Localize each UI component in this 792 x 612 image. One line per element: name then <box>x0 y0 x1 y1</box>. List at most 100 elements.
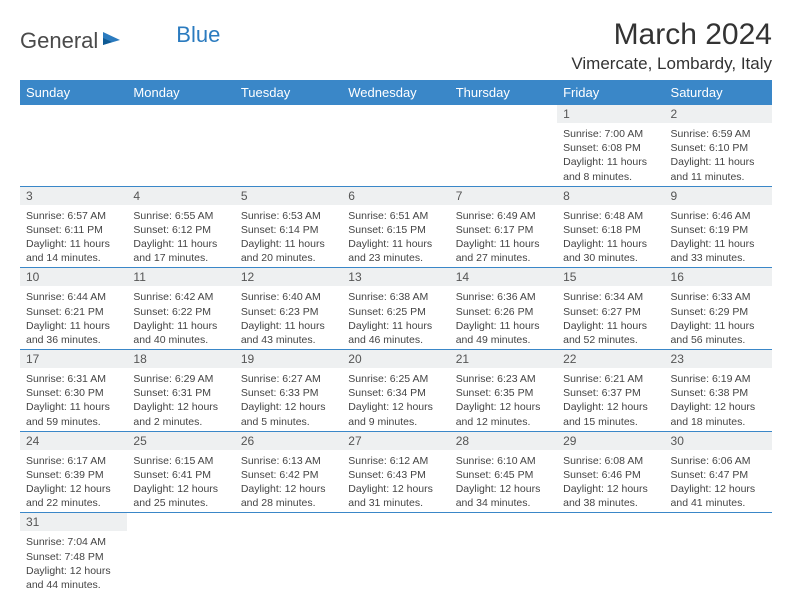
calendar-cell: 4Sunrise: 6:55 AMSunset: 6:12 PMDaylight… <box>127 186 234 268</box>
calendar-cell: 3Sunrise: 6:57 AMSunset: 6:11 PMDaylight… <box>20 186 127 268</box>
day-number: 8 <box>557 187 664 205</box>
day-number: 9 <box>665 187 772 205</box>
day-details: Sunrise: 6:06 AMSunset: 6:47 PMDaylight:… <box>665 450 772 513</box>
calendar-cell: 17Sunrise: 6:31 AMSunset: 6:30 PMDayligh… <box>20 350 127 432</box>
calendar-cell <box>557 513 664 594</box>
calendar-cell <box>665 513 772 594</box>
weekday-header: Wednesday <box>342 80 449 105</box>
calendar-week-row: 10Sunrise: 6:44 AMSunset: 6:21 PMDayligh… <box>20 268 772 350</box>
day-number: 20 <box>342 350 449 368</box>
calendar-cell: 24Sunrise: 6:17 AMSunset: 6:39 PMDayligh… <box>20 431 127 513</box>
day-number: 3 <box>20 187 127 205</box>
day-details: Sunrise: 6:48 AMSunset: 6:18 PMDaylight:… <box>557 205 664 268</box>
calendar-cell: 16Sunrise: 6:33 AMSunset: 6:29 PMDayligh… <box>665 268 772 350</box>
day-details: Sunrise: 6:21 AMSunset: 6:37 PMDaylight:… <box>557 368 664 431</box>
day-number: 6 <box>342 187 449 205</box>
calendar-cell: 6Sunrise: 6:51 AMSunset: 6:15 PMDaylight… <box>342 186 449 268</box>
day-details: Sunrise: 6:08 AMSunset: 6:46 PMDaylight:… <box>557 450 664 513</box>
calendar-cell <box>235 105 342 186</box>
weekday-header: Monday <box>127 80 234 105</box>
day-details: Sunrise: 6:55 AMSunset: 6:12 PMDaylight:… <box>127 205 234 268</box>
logo: General Blue <box>20 28 220 54</box>
weekday-header-row: Sunday Monday Tuesday Wednesday Thursday… <box>20 80 772 105</box>
calendar-cell: 7Sunrise: 6:49 AMSunset: 6:17 PMDaylight… <box>450 186 557 268</box>
calendar-cell: 14Sunrise: 6:36 AMSunset: 6:26 PMDayligh… <box>450 268 557 350</box>
calendar-week-row: 1Sunrise: 7:00 AMSunset: 6:08 PMDaylight… <box>20 105 772 186</box>
calendar-cell: 2Sunrise: 6:59 AMSunset: 6:10 PMDaylight… <box>665 105 772 186</box>
day-details: Sunrise: 6:29 AMSunset: 6:31 PMDaylight:… <box>127 368 234 431</box>
calendar-table: Sunday Monday Tuesday Wednesday Thursday… <box>20 80 772 594</box>
day-number: 28 <box>450 432 557 450</box>
day-number: 29 <box>557 432 664 450</box>
location: Vimercate, Lombardy, Italy <box>571 54 772 74</box>
day-details: Sunrise: 6:27 AMSunset: 6:33 PMDaylight:… <box>235 368 342 431</box>
day-details: Sunrise: 6:33 AMSunset: 6:29 PMDaylight:… <box>665 286 772 349</box>
day-number: 21 <box>450 350 557 368</box>
day-details: Sunrise: 7:00 AMSunset: 6:08 PMDaylight:… <box>557 123 664 186</box>
day-details: Sunrise: 6:10 AMSunset: 6:45 PMDaylight:… <box>450 450 557 513</box>
calendar-cell: 31Sunrise: 7:04 AMSunset: 7:48 PMDayligh… <box>20 513 127 594</box>
day-number: 27 <box>342 432 449 450</box>
title-block: March 2024 Vimercate, Lombardy, Italy <box>571 18 772 74</box>
calendar-cell: 21Sunrise: 6:23 AMSunset: 6:35 PMDayligh… <box>450 350 557 432</box>
day-details: Sunrise: 6:53 AMSunset: 6:14 PMDaylight:… <box>235 205 342 268</box>
calendar-cell: 12Sunrise: 6:40 AMSunset: 6:23 PMDayligh… <box>235 268 342 350</box>
calendar-cell: 26Sunrise: 6:13 AMSunset: 6:42 PMDayligh… <box>235 431 342 513</box>
calendar-cell: 13Sunrise: 6:38 AMSunset: 6:25 PMDayligh… <box>342 268 449 350</box>
day-details: Sunrise: 6:42 AMSunset: 6:22 PMDaylight:… <box>127 286 234 349</box>
day-details: Sunrise: 6:34 AMSunset: 6:27 PMDaylight:… <box>557 286 664 349</box>
day-details: Sunrise: 6:23 AMSunset: 6:35 PMDaylight:… <box>450 368 557 431</box>
calendar-cell: 29Sunrise: 6:08 AMSunset: 6:46 PMDayligh… <box>557 431 664 513</box>
day-details: Sunrise: 6:46 AMSunset: 6:19 PMDaylight:… <box>665 205 772 268</box>
calendar-cell <box>235 513 342 594</box>
day-number: 1 <box>557 105 664 123</box>
day-number: 15 <box>557 268 664 286</box>
calendar-week-row: 3Sunrise: 6:57 AMSunset: 6:11 PMDaylight… <box>20 186 772 268</box>
day-number: 23 <box>665 350 772 368</box>
day-number: 26 <box>235 432 342 450</box>
day-details: Sunrise: 6:12 AMSunset: 6:43 PMDaylight:… <box>342 450 449 513</box>
day-details: Sunrise: 6:17 AMSunset: 6:39 PMDaylight:… <box>20 450 127 513</box>
calendar-cell <box>342 105 449 186</box>
calendar-cell: 8Sunrise: 6:48 AMSunset: 6:18 PMDaylight… <box>557 186 664 268</box>
calendar-cell: 19Sunrise: 6:27 AMSunset: 6:33 PMDayligh… <box>235 350 342 432</box>
calendar-cell <box>450 105 557 186</box>
day-details: Sunrise: 6:19 AMSunset: 6:38 PMDaylight:… <box>665 368 772 431</box>
logo-flag-icon <box>102 30 124 53</box>
day-number: 4 <box>127 187 234 205</box>
day-details: Sunrise: 6:44 AMSunset: 6:21 PMDaylight:… <box>20 286 127 349</box>
calendar-cell <box>20 105 127 186</box>
weekday-header: Tuesday <box>235 80 342 105</box>
day-number: 13 <box>342 268 449 286</box>
calendar-cell: 11Sunrise: 6:42 AMSunset: 6:22 PMDayligh… <box>127 268 234 350</box>
calendar-cell: 23Sunrise: 6:19 AMSunset: 6:38 PMDayligh… <box>665 350 772 432</box>
calendar-cell: 9Sunrise: 6:46 AMSunset: 6:19 PMDaylight… <box>665 186 772 268</box>
day-number: 30 <box>665 432 772 450</box>
day-number: 5 <box>235 187 342 205</box>
calendar-cell <box>450 513 557 594</box>
day-number: 14 <box>450 268 557 286</box>
calendar-cell: 20Sunrise: 6:25 AMSunset: 6:34 PMDayligh… <box>342 350 449 432</box>
day-details: Sunrise: 6:13 AMSunset: 6:42 PMDaylight:… <box>235 450 342 513</box>
calendar-week-row: 17Sunrise: 6:31 AMSunset: 6:30 PMDayligh… <box>20 350 772 432</box>
day-details: Sunrise: 6:36 AMSunset: 6:26 PMDaylight:… <box>450 286 557 349</box>
day-number: 31 <box>20 513 127 531</box>
header: General Blue March 2024 Vimercate, Lomba… <box>20 18 772 74</box>
calendar-cell: 28Sunrise: 6:10 AMSunset: 6:45 PMDayligh… <box>450 431 557 513</box>
day-details: Sunrise: 6:15 AMSunset: 6:41 PMDaylight:… <box>127 450 234 513</box>
calendar-week-row: 31Sunrise: 7:04 AMSunset: 7:48 PMDayligh… <box>20 513 772 594</box>
day-details: Sunrise: 6:57 AMSunset: 6:11 PMDaylight:… <box>20 205 127 268</box>
day-number: 22 <box>557 350 664 368</box>
day-number: 19 <box>235 350 342 368</box>
day-details: Sunrise: 6:49 AMSunset: 6:17 PMDaylight:… <box>450 205 557 268</box>
day-details: Sunrise: 6:31 AMSunset: 6:30 PMDaylight:… <box>20 368 127 431</box>
weekday-header: Sunday <box>20 80 127 105</box>
weekday-header: Friday <box>557 80 664 105</box>
day-number: 12 <box>235 268 342 286</box>
calendar-cell <box>127 105 234 186</box>
calendar-cell: 25Sunrise: 6:15 AMSunset: 6:41 PMDayligh… <box>127 431 234 513</box>
calendar-cell: 15Sunrise: 6:34 AMSunset: 6:27 PMDayligh… <box>557 268 664 350</box>
day-number: 25 <box>127 432 234 450</box>
logo-text-blue: Blue <box>176 22 220 48</box>
weekday-header: Saturday <box>665 80 772 105</box>
